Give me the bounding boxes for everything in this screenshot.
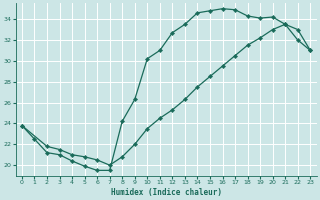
X-axis label: Humidex (Indice chaleur): Humidex (Indice chaleur): [111, 188, 221, 197]
